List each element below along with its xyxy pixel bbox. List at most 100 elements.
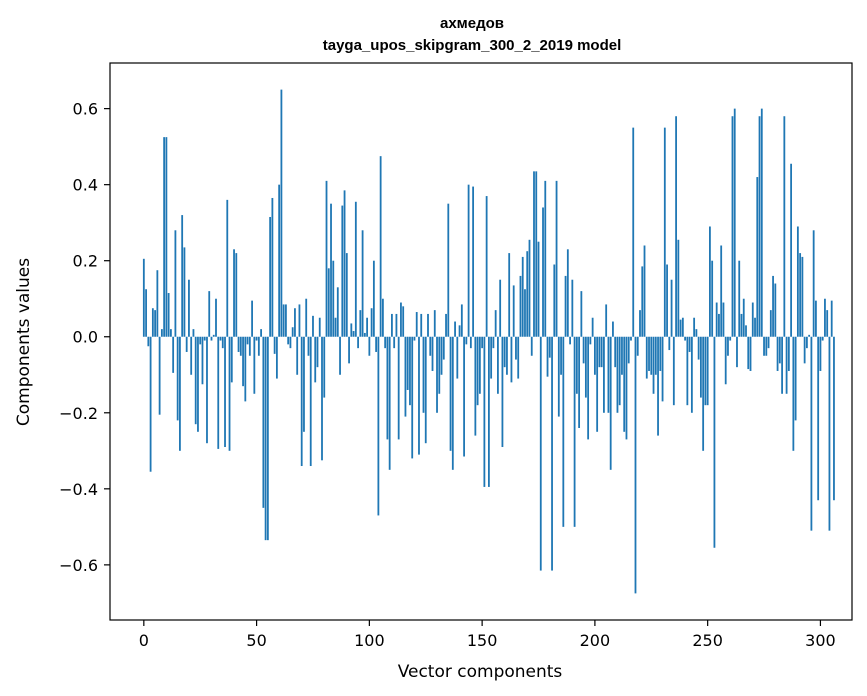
bar-123	[420, 313, 423, 337]
bar-252	[711, 260, 714, 337]
bar-144	[467, 184, 470, 337]
bar-220	[639, 310, 641, 337]
bar-28	[206, 336, 208, 444]
chart-title-line-2: tayga_upos_skipgram_300_2_2019 model	[323, 37, 622, 54]
bar-303	[826, 310, 829, 337]
bar-239	[681, 317, 684, 337]
bar-133	[442, 336, 445, 360]
bar-14	[174, 230, 177, 337]
bar-178	[544, 180, 547, 337]
bar-187	[564, 275, 567, 337]
bar-305	[830, 300, 833, 337]
bar-124	[422, 336, 425, 413]
bar-6	[156, 270, 159, 337]
bar-221	[641, 266, 644, 337]
bar-113	[397, 336, 400, 440]
x-tick-label-50: 50	[246, 631, 266, 650]
bar-128	[431, 336, 434, 371]
bar-96	[359, 310, 362, 337]
bar-55	[266, 336, 269, 541]
bar-175	[537, 241, 540, 337]
bar-254	[715, 302, 718, 337]
bar-118	[409, 336, 411, 406]
bar-229	[659, 336, 662, 371]
bar-201	[596, 336, 599, 432]
bar-4	[151, 308, 154, 337]
bar-211	[618, 336, 621, 406]
bar-267	[745, 325, 747, 337]
bar-72	[305, 298, 308, 337]
bar-274	[760, 108, 763, 337]
bar-43	[239, 336, 242, 356]
bar-2	[147, 336, 150, 347]
bar-189	[569, 336, 571, 345]
bar-258	[724, 336, 727, 385]
y-tick-label-0: −0.6	[59, 556, 98, 575]
bar-106	[381, 298, 384, 337]
y-tick-label-5: 0.4	[73, 176, 98, 195]
y-tick-label-4: 0.2	[73, 252, 98, 271]
bar-23	[194, 336, 197, 425]
bar-70	[300, 336, 303, 467]
bar-249	[704, 336, 707, 406]
bar-92	[350, 323, 353, 337]
bar-164	[512, 285, 515, 337]
bar-224	[648, 336, 650, 371]
bar-159	[501, 336, 504, 448]
bar-125	[424, 336, 427, 444]
bar-269	[749, 336, 752, 371]
bar-248	[702, 336, 705, 451]
x-tick-label-200: 200	[580, 631, 611, 650]
bar-39	[230, 336, 233, 383]
bar-244	[693, 317, 696, 337]
bar-170	[526, 251, 529, 337]
bar-272	[756, 177, 759, 337]
bar-77	[316, 336, 319, 368]
bar-199	[591, 317, 594, 337]
bar-75	[312, 315, 314, 337]
bar-174	[535, 171, 538, 337]
bar-60	[278, 184, 281, 337]
bar-237	[677, 239, 680, 337]
bar-17	[181, 215, 184, 337]
bar-58	[273, 336, 276, 354]
bar-182	[553, 264, 556, 337]
bar-140	[458, 325, 461, 337]
bar-176	[539, 336, 542, 571]
bar-227	[654, 336, 657, 375]
bar-69	[298, 304, 301, 337]
bar-197	[587, 336, 590, 440]
bar-286	[787, 336, 790, 371]
bar-35	[221, 336, 224, 349]
bar-270	[751, 302, 754, 337]
bar-46	[246, 336, 249, 345]
bar-9	[163, 137, 166, 337]
bar-280	[774, 283, 777, 337]
bar-256	[720, 245, 723, 337]
bar-297	[812, 230, 815, 337]
bar-7	[158, 336, 161, 415]
bar-204	[603, 336, 605, 413]
bar-233	[668, 336, 671, 351]
bar-22	[192, 329, 195, 337]
bar-89	[343, 190, 346, 337]
bar-36	[224, 336, 226, 448]
bar-215	[627, 336, 630, 364]
bar-56	[269, 216, 272, 337]
bar-278	[769, 310, 772, 337]
bar-32	[215, 298, 217, 337]
bar-99	[366, 317, 369, 337]
bar-91	[348, 336, 350, 364]
bar-193	[578, 336, 581, 428]
bar-262	[733, 108, 736, 337]
bar-266	[742, 298, 745, 337]
bar-148	[476, 336, 479, 406]
bar-114	[400, 302, 402, 337]
bar-137	[451, 336, 454, 470]
bar-131	[438, 336, 441, 394]
bar-3	[149, 336, 152, 472]
plot-frame	[109, 62, 853, 621]
bar-152	[485, 196, 488, 337]
bar-287	[790, 163, 793, 337]
bar-127	[429, 336, 432, 356]
